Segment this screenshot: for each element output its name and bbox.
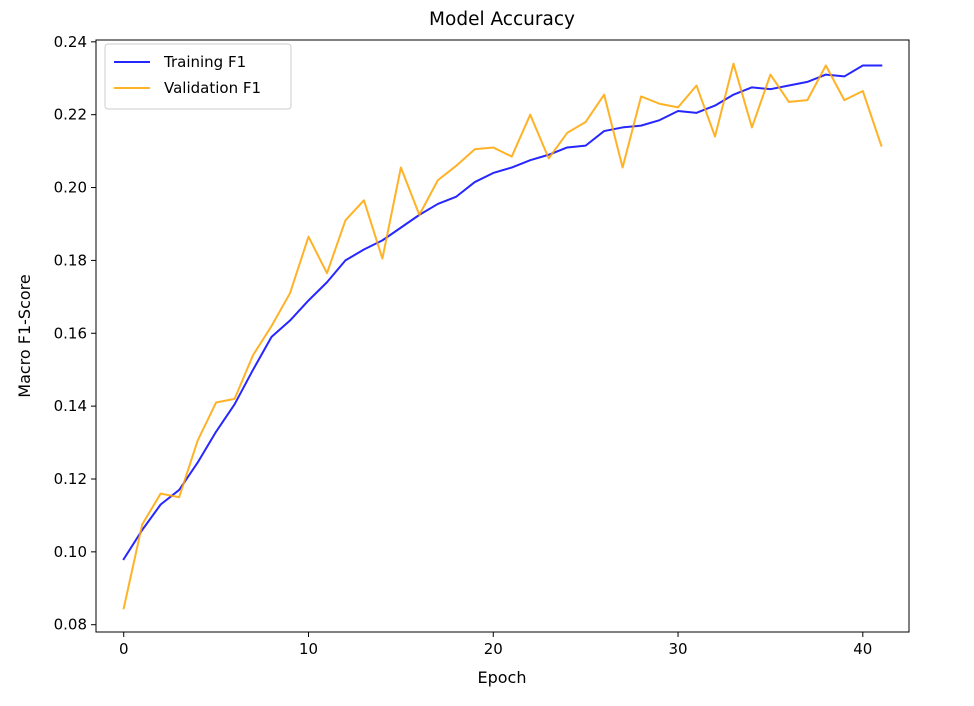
y-tick-label: 0.18 xyxy=(54,251,87,269)
legend: Training F1 Validation F1 xyxy=(104,43,292,110)
series-line-training xyxy=(122,64,883,561)
x-axis-label: Epoch xyxy=(478,668,527,687)
legend-box xyxy=(104,43,292,110)
y-axis-label: Macro F1-Score xyxy=(15,274,34,397)
plot-frame xyxy=(95,39,910,633)
y-tick-label: 0.20 xyxy=(54,179,87,197)
legend-label: Training F1 xyxy=(163,53,246,71)
y-tick-label: 0.08 xyxy=(54,616,87,634)
x-tick-label: 0 xyxy=(119,640,129,658)
x-tick-label: 30 xyxy=(668,640,687,658)
y-tick-label: 0.14 xyxy=(54,397,87,415)
y-tick-label: 0.10 xyxy=(54,543,87,561)
y-tick-label: 0.12 xyxy=(54,470,87,488)
series-line-validation xyxy=(122,62,883,610)
axis-ticks: 0 10 20 30 40 0.08 0.10 0.12 0.14 0.16 0.18 0.20 0.2… xyxy=(54,33,873,658)
x-tick-label: 40 xyxy=(853,640,872,658)
x-tick-label: 10 xyxy=(299,640,318,658)
y-tick-label: 0.22 xyxy=(54,106,87,124)
series-lines xyxy=(122,62,883,610)
y-tick-label: 0.16 xyxy=(54,324,87,342)
y-tick-label: 0.24 xyxy=(54,33,87,51)
chart-title: Model Accuracy xyxy=(429,9,575,30)
legend-label: Validation F1 xyxy=(164,79,261,97)
x-tick-label: 20 xyxy=(484,640,503,658)
